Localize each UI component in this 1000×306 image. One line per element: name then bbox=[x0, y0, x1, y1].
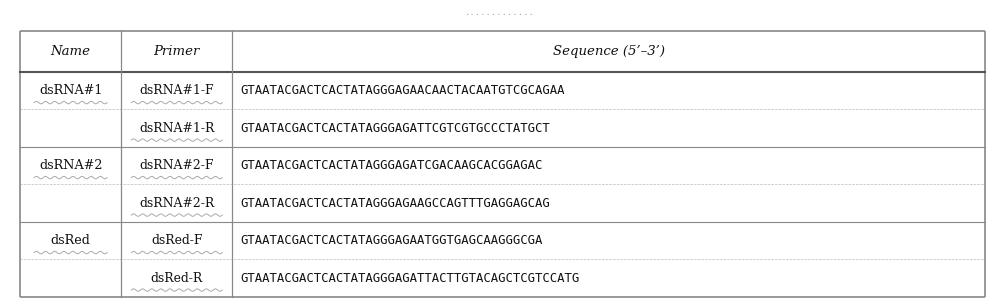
Text: dsRNA#2-F: dsRNA#2-F bbox=[140, 159, 214, 172]
Text: dsRNA#1-R: dsRNA#1-R bbox=[139, 121, 214, 135]
Text: GTAATACGACTCACTATAGGGAGAAGCCAGTTTGAGGAGCAG: GTAATACGACTCACTATAGGGAGAAGCCAGTTTGAGGAGC… bbox=[240, 196, 550, 210]
Text: .............: ............. bbox=[465, 8, 535, 17]
Text: GTAATACGACTCACTATAGGGAGATCGACAAGCACGGAGAC: GTAATACGACTCACTATAGGGAGATCGACAAGCACGGAGA… bbox=[240, 159, 543, 172]
Text: Sequence (5’–3’): Sequence (5’–3’) bbox=[553, 45, 665, 58]
Text: GTAATACGACTCACTATAGGGAGAATGGTGAGCAAGGGCGA: GTAATACGACTCACTATAGGGAGAATGGTGAGCAAGGGCG… bbox=[240, 234, 543, 247]
Text: dsRed-F: dsRed-F bbox=[151, 234, 203, 247]
Text: dsRed: dsRed bbox=[51, 234, 91, 247]
Text: dsRNA#1-F: dsRNA#1-F bbox=[139, 84, 214, 97]
Text: dsRNA#2-R: dsRNA#2-R bbox=[139, 196, 214, 210]
Text: dsRNA#1: dsRNA#1 bbox=[39, 84, 102, 97]
Text: Name: Name bbox=[51, 45, 91, 58]
Text: GTAATACGACTCACTATAGGGAGAACAACTACAATGTCGCAGAA: GTAATACGACTCACTATAGGGAGAACAACTACAATGTCGC… bbox=[240, 84, 565, 97]
Text: GTAATACGACTCACTATAGGGAGATTCGTCGTGCCCTATGCT: GTAATACGACTCACTATAGGGAGATTCGTCGTGCCCTATG… bbox=[240, 121, 550, 135]
Text: GTAATACGACTCACTATAGGGAGATTACTTGTACAGCTCGTCCATG: GTAATACGACTCACTATAGGGAGATTACTTGTACAGCTCG… bbox=[240, 271, 580, 285]
Text: dsRed-R: dsRed-R bbox=[151, 271, 203, 285]
Text: dsRNA#2: dsRNA#2 bbox=[39, 159, 102, 172]
Text: Primer: Primer bbox=[154, 45, 200, 58]
